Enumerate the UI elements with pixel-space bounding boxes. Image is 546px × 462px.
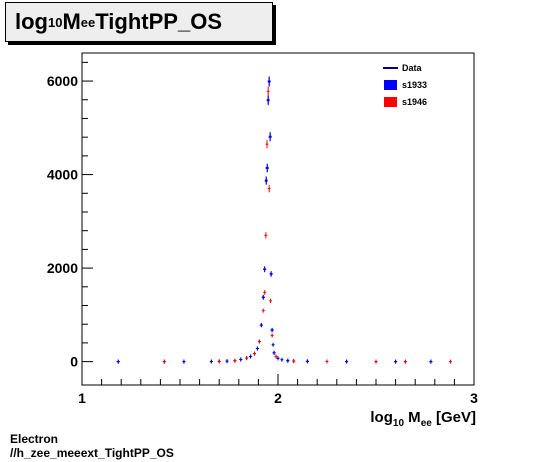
data-point bbox=[269, 271, 273, 277]
data-point bbox=[267, 184, 271, 193]
data-point bbox=[448, 359, 452, 364]
data-point bbox=[263, 266, 267, 273]
legend-label: s1933 bbox=[402, 80, 427, 90]
data-point bbox=[286, 358, 290, 363]
title-sub: 10 bbox=[48, 14, 63, 30]
data-point bbox=[305, 359, 309, 364]
data-point bbox=[272, 350, 276, 355]
legend-swatch bbox=[384, 80, 397, 90]
legend-label: Data bbox=[402, 63, 423, 73]
data-point bbox=[265, 164, 269, 173]
footer-histpath: //h_zee_meeext_TightPP_OS bbox=[10, 446, 174, 460]
data-point bbox=[217, 359, 221, 364]
title-log: log bbox=[15, 9, 48, 34]
data-point bbox=[274, 354, 278, 359]
data-point bbox=[270, 333, 274, 338]
data-point bbox=[269, 298, 273, 303]
data-point bbox=[263, 290, 267, 295]
x-tick-label: 3 bbox=[470, 390, 478, 406]
data-point bbox=[280, 357, 284, 362]
data-point bbox=[182, 359, 186, 364]
x-axis-label: log10 Mee [GeV] bbox=[370, 409, 476, 429]
data-point bbox=[403, 359, 407, 364]
title-suffix: TightPP_OS bbox=[95, 9, 222, 34]
data-point bbox=[265, 140, 269, 149]
footer-electron: Electron bbox=[10, 432, 59, 446]
data-point bbox=[268, 132, 272, 141]
data-point bbox=[225, 359, 229, 364]
data-point bbox=[245, 356, 249, 361]
x-tick-label: 2 bbox=[274, 390, 282, 406]
y-tick-label: 6000 bbox=[47, 73, 78, 89]
data-point bbox=[162, 359, 166, 364]
data-point bbox=[325, 359, 329, 364]
data-point bbox=[252, 351, 256, 356]
data-point bbox=[266, 86, 270, 96]
legend-item: s1946 bbox=[384, 97, 427, 107]
title-m: M bbox=[62, 9, 81, 34]
legend-label: s1946 bbox=[402, 97, 427, 107]
y-tick-label: 0 bbox=[70, 354, 78, 370]
data-point bbox=[116, 359, 120, 364]
data-point bbox=[276, 356, 280, 361]
data-point bbox=[292, 359, 296, 364]
legend-swatch bbox=[384, 97, 397, 107]
data-point bbox=[394, 359, 398, 364]
data-point bbox=[345, 359, 349, 364]
data-point bbox=[239, 357, 243, 362]
x-tick-label: 1 bbox=[78, 390, 86, 406]
legend-item: s1933 bbox=[384, 80, 427, 90]
title-ee: ee bbox=[80, 14, 96, 30]
data-point bbox=[374, 359, 378, 364]
data-point bbox=[261, 295, 265, 300]
data-point bbox=[429, 359, 433, 364]
data-point bbox=[257, 339, 261, 344]
data-point bbox=[267, 77, 271, 87]
data-point bbox=[266, 96, 270, 106]
y-tick-label: 4000 bbox=[47, 167, 78, 183]
data-point bbox=[249, 354, 253, 359]
y-tick-label: 2000 bbox=[47, 260, 78, 276]
data-point bbox=[270, 328, 274, 333]
data-point bbox=[255, 346, 259, 351]
data-point bbox=[261, 308, 265, 313]
data-point bbox=[264, 232, 268, 239]
data-point bbox=[209, 359, 213, 364]
data-point bbox=[233, 358, 237, 363]
data-point bbox=[259, 323, 263, 328]
data-point bbox=[264, 177, 268, 185]
data-point bbox=[271, 342, 275, 347]
legend-item: Data bbox=[383, 63, 423, 73]
